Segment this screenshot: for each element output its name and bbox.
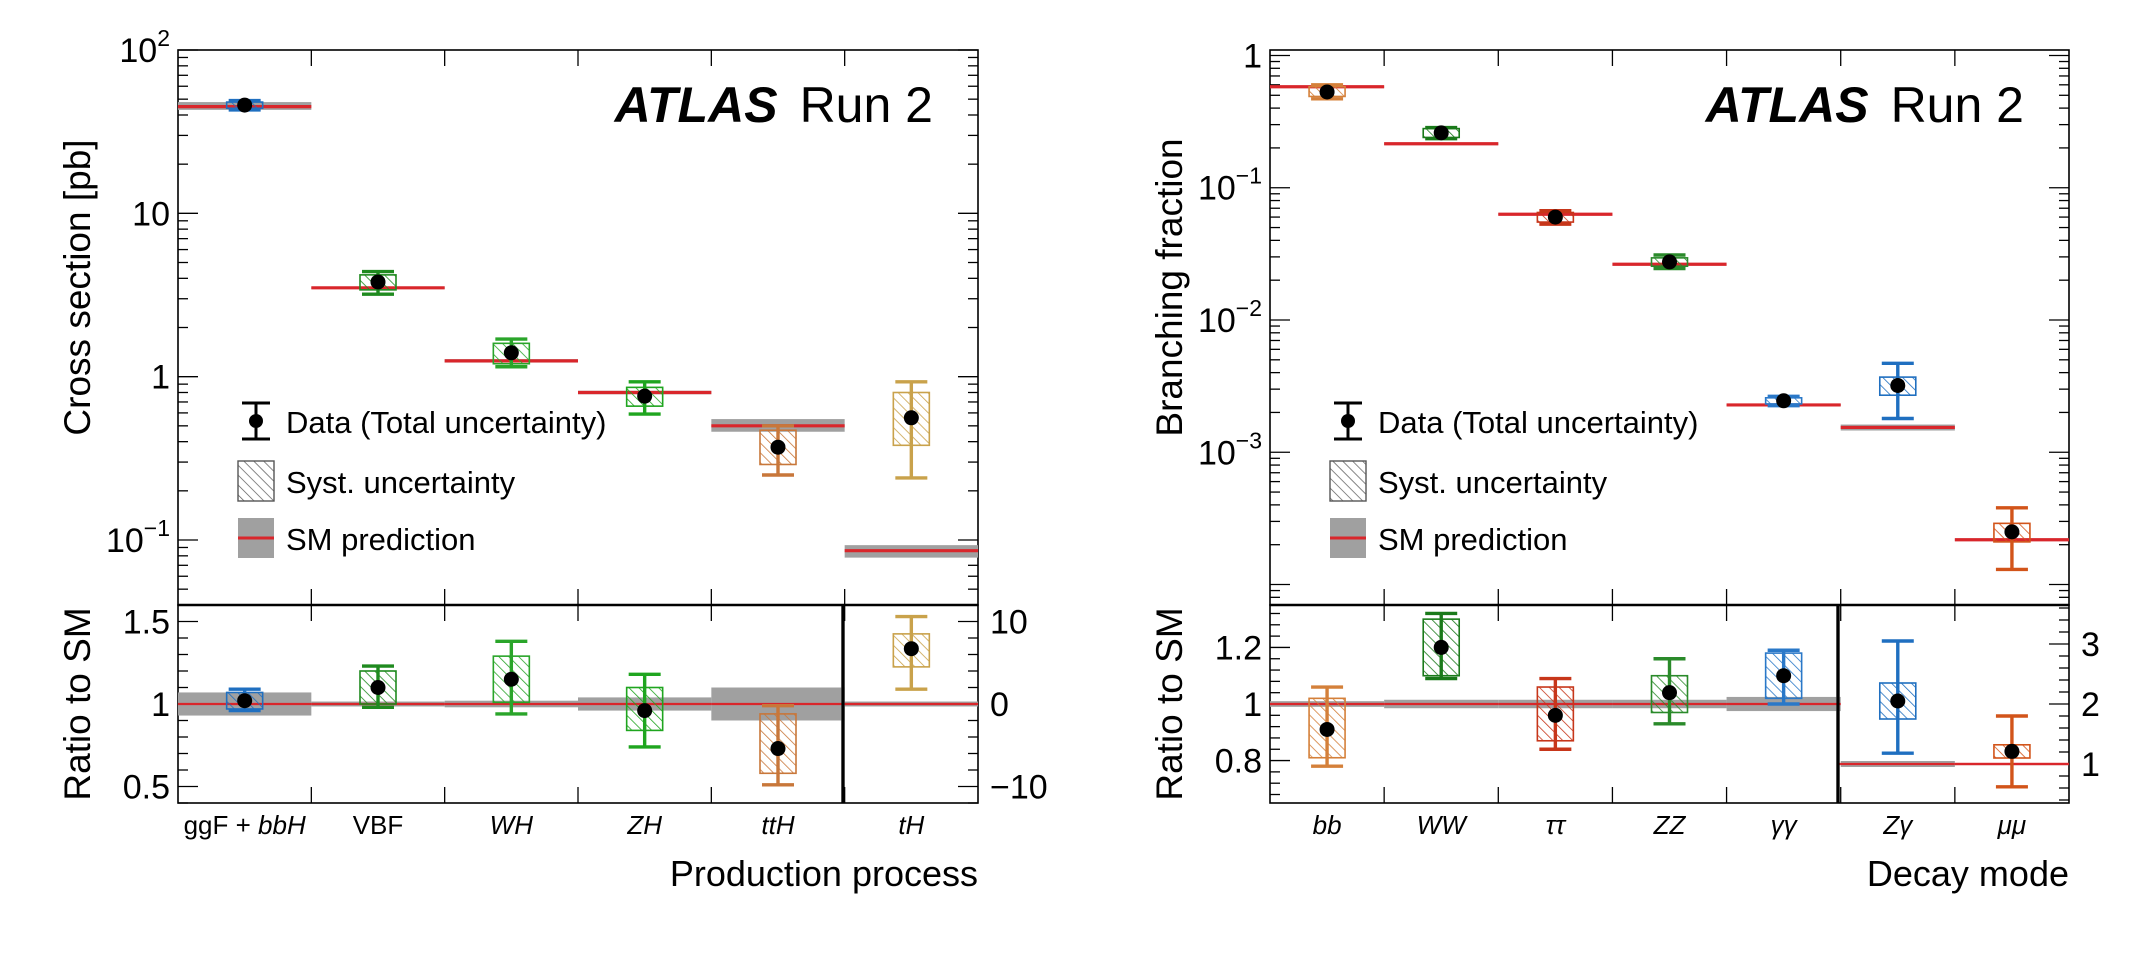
x-category-label: WH	[490, 810, 534, 840]
ratio-data-point	[1662, 685, 1677, 701]
legend-entry-data: Data (Total uncertainty)	[286, 405, 606, 440]
category-group-3	[1612, 253, 1727, 726]
y-tick-label: 1	[1243, 37, 1262, 75]
ratio-data-point	[1890, 693, 1906, 709]
legend-entry-sm: SM prediction	[286, 522, 476, 557]
x-category-label: bb	[1313, 810, 1342, 840]
category-group-1	[311, 269, 445, 709]
legend-entry-syst: Syst. uncertainty	[286, 465, 516, 500]
legend-data-symbol	[1341, 414, 1355, 428]
ratio-y-axis-label: Ratio to SM	[1149, 607, 1190, 800]
x-axis-label: Production process	[670, 853, 978, 894]
ratio-data-point	[770, 741, 786, 757]
x-category-label: Zγ	[1882, 810, 1914, 840]
ratio-y-tick-label: 1	[151, 686, 170, 724]
ratio-y-tick-label: 1	[1243, 686, 1262, 724]
y-tick-label: 1	[151, 359, 170, 397]
category-group-5	[1840, 361, 1955, 767]
ratio-right-y-tick-label: 0	[990, 686, 1009, 724]
ratio-data-point	[1547, 707, 1563, 723]
legend-entry-data: Data (Total uncertainty)	[1378, 405, 1698, 440]
ratio-right-y-tick-label: −10	[990, 769, 1048, 807]
legend-syst-symbol	[237, 460, 275, 502]
ratio-right-y-tick-label: 1	[2081, 746, 2100, 784]
data-point	[1547, 209, 1563, 225]
category-group-3	[578, 380, 712, 749]
ratio-y-tick-label: 1.2	[1215, 629, 1262, 667]
data-point	[770, 439, 786, 455]
y-tick-label: 10−2	[1198, 295, 1262, 340]
atlas-label: ATLAS Run 2	[1704, 77, 2024, 133]
decay-branching-fraction-plot: 1 10−1 10−2 10−3 0.8 1 1.2 1 2 3 Branching fractio…	[1149, 37, 2100, 894]
ratio-y-tick-label: 0.8	[1215, 743, 1262, 781]
legend-entry-syst: Syst. uncertainty	[1378, 465, 1608, 500]
legend-syst-symbol	[1329, 460, 1367, 502]
data-point	[1433, 125, 1449, 141]
ratio-data-point	[370, 680, 386, 695]
y-tick-label: 10	[132, 195, 170, 233]
ratio-data-point	[2004, 743, 2020, 759]
category-group-4	[711, 419, 845, 787]
ratio-data-point	[503, 671, 519, 687]
category-group-6	[1954, 506, 2069, 789]
y-tick-label: 10−1	[1198, 163, 1262, 208]
category-group-5	[844, 380, 978, 707]
x-category-label: ZZ	[1653, 810, 1687, 840]
ratio-data-point	[1433, 639, 1449, 655]
ratio-y-tick-label: 0.5	[123, 769, 170, 807]
category-group-0	[1270, 83, 1385, 768]
data-point	[370, 274, 386, 290]
x-category-label: WW	[1417, 810, 1469, 840]
y-tick-label: 10−1	[106, 515, 170, 560]
x-category-label: ttH	[761, 810, 794, 840]
category-group-0	[178, 97, 312, 716]
data-point	[903, 410, 919, 426]
data-point	[2004, 524, 2020, 540]
main-y-axis-ticks	[1270, 54, 2069, 606]
x-category-label: ggF + bbH	[184, 810, 306, 840]
ratio-y-tick-label: 1.5	[123, 604, 170, 642]
legend: Data (Total uncertainty) Syst. uncertaint…	[237, 401, 606, 558]
ratio-right-y-tick-label: 3	[2081, 626, 2100, 664]
category-group-2	[1498, 209, 1613, 751]
ratio-y-axis-label: Ratio to SM	[57, 607, 98, 800]
x-category-label: γγ	[1771, 810, 1799, 840]
atlas-label: ATLAS Run 2	[613, 77, 933, 133]
legend-data-symbol	[249, 414, 263, 428]
data-point	[237, 97, 253, 113]
y-axis-label: Branching fraction	[1149, 138, 1190, 436]
data-point	[503, 345, 519, 361]
x-axis-label: Decay mode	[1867, 853, 2069, 894]
data-point	[1890, 377, 1906, 393]
legend-entry-sm: SM prediction	[1378, 522, 1568, 557]
x-category-label: μμ	[1997, 810, 2027, 840]
data-point	[1776, 393, 1792, 409]
category-group-4	[1726, 393, 1841, 712]
category-group-2	[444, 337, 578, 716]
data-point	[1319, 84, 1335, 100]
y-tick-label: 10−3	[1198, 427, 1262, 472]
x-category-label: ZH	[626, 810, 662, 840]
y-axis-label: Cross section [pb]	[57, 139, 98, 435]
ratio-data-point	[903, 641, 919, 657]
ratio-data-point	[237, 693, 253, 709]
x-category-label: tH	[898, 810, 924, 840]
x-category-label: ττ	[1546, 810, 1568, 840]
ratio-data-point	[637, 703, 653, 719]
data-point	[637, 388, 653, 404]
x-category-label: VBF	[353, 810, 404, 840]
ratio-right-y-tick-label: 10	[990, 604, 1028, 642]
category-group-1	[1384, 125, 1499, 709]
ratio-right-y-tick-label: 2	[2081, 686, 2100, 724]
ratio-data-point	[1776, 668, 1792, 684]
ratio-data-point	[1319, 721, 1335, 737]
y-tick-label: 102	[119, 25, 170, 70]
production-cross-section-plot: 102 10 1 10−1 0.5 1 1.5 −10 0 10 Cross section [pb…	[57, 25, 1048, 894]
data-point	[1662, 254, 1677, 270]
legend: Data (Total uncertainty) Syst. uncertaint…	[1329, 401, 1698, 558]
